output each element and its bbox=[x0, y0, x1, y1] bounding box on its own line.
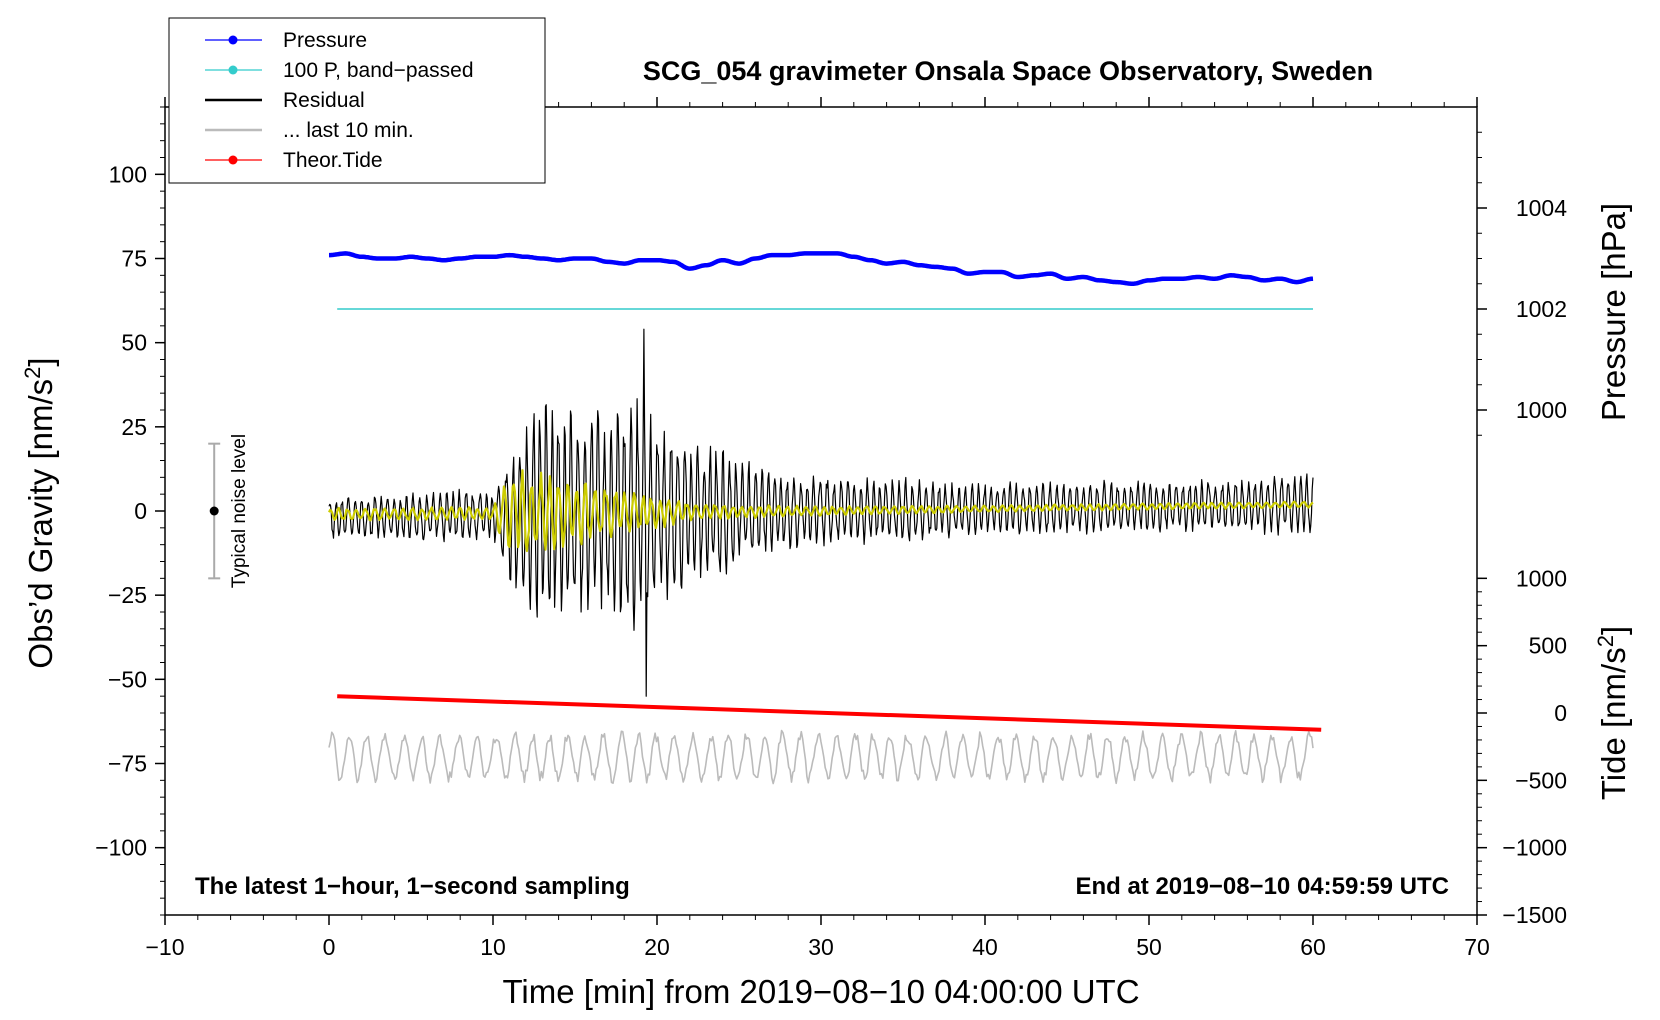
y-right-tide-tick-label: 500 bbox=[1529, 633, 1567, 659]
sampling-note: The latest 1−hour, 1−second sampling bbox=[195, 873, 630, 900]
x-tick-label: 30 bbox=[808, 934, 834, 960]
y-left-tick-label: −50 bbox=[108, 666, 147, 692]
tide-series bbox=[337, 694, 1322, 732]
y-left-tick-label: 75 bbox=[121, 246, 147, 272]
x-tick-label: 20 bbox=[644, 934, 670, 960]
x-tick-label: 50 bbox=[1136, 934, 1162, 960]
x-tick-label: 0 bbox=[323, 934, 336, 960]
x-axis-title: Time [min] from 2019−08−10 04:00:00 UTC bbox=[502, 973, 1139, 1010]
legend-marker bbox=[228, 155, 238, 165]
y-axis-title-right-tide: Tide [nm/s2] bbox=[1593, 626, 1633, 800]
legend-label: 100 P, band−passed bbox=[283, 59, 474, 82]
y-axis-title-left: Obs’d Gravity [nm/s2] bbox=[20, 357, 60, 668]
plot-series bbox=[328, 251, 1322, 785]
x-tick-label: −10 bbox=[145, 934, 184, 960]
noise-indicator: Typical noise level bbox=[208, 434, 250, 588]
y-left-tick-label: −25 bbox=[108, 582, 147, 608]
y-left-tick-label: 100 bbox=[109, 161, 147, 187]
legend-marker bbox=[228, 35, 238, 45]
residual-smoothed-series bbox=[328, 469, 1314, 553]
last-10min-series bbox=[328, 729, 1314, 785]
x-tick-label: 60 bbox=[1300, 934, 1326, 960]
legend-label: Residual bbox=[283, 89, 365, 112]
x-tick-label: 10 bbox=[480, 934, 506, 960]
chart-title: SCG_054 gravimeter Onsala Space Observat… bbox=[643, 56, 1373, 86]
y-right-pressure-tick-label: 1002 bbox=[1516, 296, 1567, 322]
y-right-tide-tick-label: 0 bbox=[1554, 700, 1567, 726]
y-left-tick-label: 25 bbox=[121, 414, 147, 440]
legend-label: Theor.Tide bbox=[283, 149, 383, 172]
y-left-tick-label: 0 bbox=[134, 498, 147, 524]
noise-level-label: Typical noise level bbox=[229, 434, 250, 588]
x-tick-label: 70 bbox=[1464, 934, 1490, 960]
x-tick-label: 40 bbox=[972, 934, 998, 960]
plot-frame bbox=[164, 106, 1478, 916]
y-right-tide-tick-label: −1000 bbox=[1502, 835, 1567, 861]
legend-label: Pressure bbox=[283, 29, 367, 52]
y-right-tide-tick-label: 1000 bbox=[1516, 565, 1567, 591]
axis-ticks: −10 0 10 20 30 40 50 60 701007550250−25−50−75−10… bbox=[95, 97, 1567, 960]
y-left-tick-label: −75 bbox=[108, 751, 147, 777]
y-left-tick-label: 50 bbox=[121, 330, 147, 356]
pressure-series bbox=[328, 251, 1314, 287]
legend-marker bbox=[228, 65, 238, 75]
y-right-tide-tick-label: −500 bbox=[1515, 767, 1567, 793]
y-right-pressure-tick-label: 1000 bbox=[1516, 397, 1567, 423]
noise-center-dot bbox=[209, 506, 219, 516]
end-time-note: End at 2019−08−10 04:59:59 UTC bbox=[1075, 873, 1449, 900]
residual-series bbox=[328, 328, 1314, 697]
legend: Pressure 100 P, band−passed Residual ... la… bbox=[168, 17, 546, 184]
y-right-tide-tick-label: −1500 bbox=[1502, 902, 1567, 928]
y-axis-title-right-pressure: Pressure [hPa] bbox=[1595, 203, 1632, 421]
y-left-tick-label: −100 bbox=[95, 835, 147, 861]
legend-label: ... last 10 min. bbox=[283, 119, 414, 142]
y-right-pressure-tick-label: 1004 bbox=[1516, 195, 1567, 221]
